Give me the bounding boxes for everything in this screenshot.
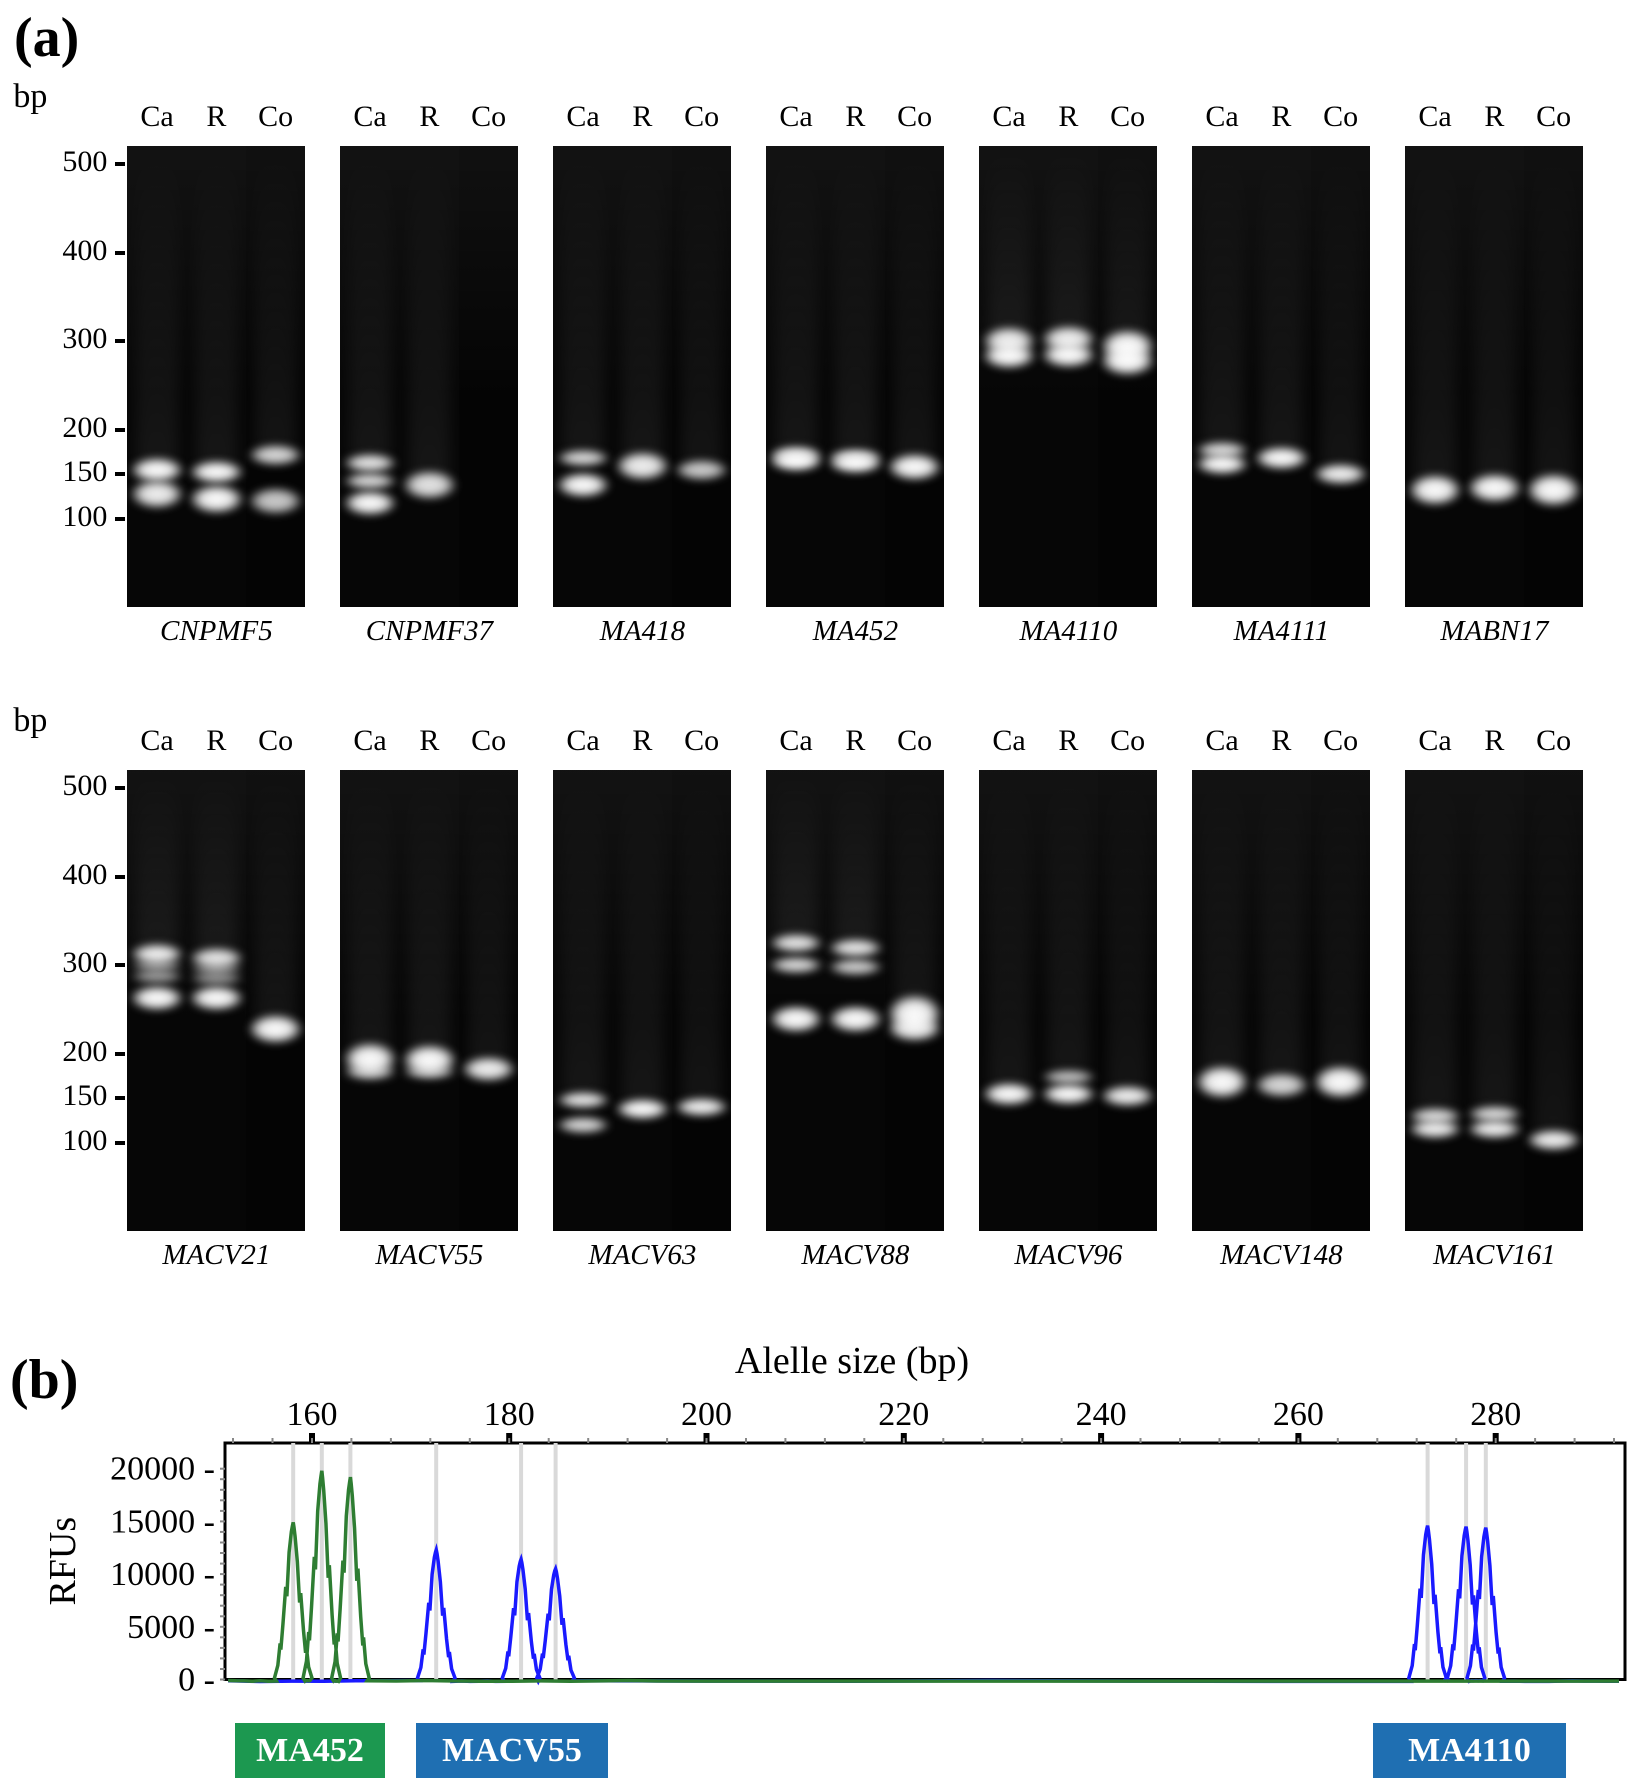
svg-text:180: 180 — [484, 1396, 535, 1433]
svg-text:200: 200 — [681, 1396, 732, 1433]
svg-text:260: 260 — [1273, 1396, 1324, 1433]
svg-text:240: 240 — [1076, 1396, 1127, 1433]
svg-text:15000 -: 15000 - — [110, 1503, 215, 1540]
svg-text:220: 220 — [878, 1396, 929, 1433]
svg-text:20000 -: 20000 - — [110, 1451, 215, 1488]
svg-text:Alelle size (bp): Alelle size (bp) — [735, 1340, 969, 1382]
svg-text:10000 -: 10000 - — [110, 1556, 215, 1593]
svg-text:0 -: 0 - — [178, 1662, 215, 1699]
svg-text:5000 -: 5000 - — [127, 1609, 215, 1646]
svg-text:280: 280 — [1470, 1396, 1521, 1433]
svg-text:RFUs: RFUs — [42, 1517, 84, 1606]
svg-text:160: 160 — [287, 1396, 338, 1433]
